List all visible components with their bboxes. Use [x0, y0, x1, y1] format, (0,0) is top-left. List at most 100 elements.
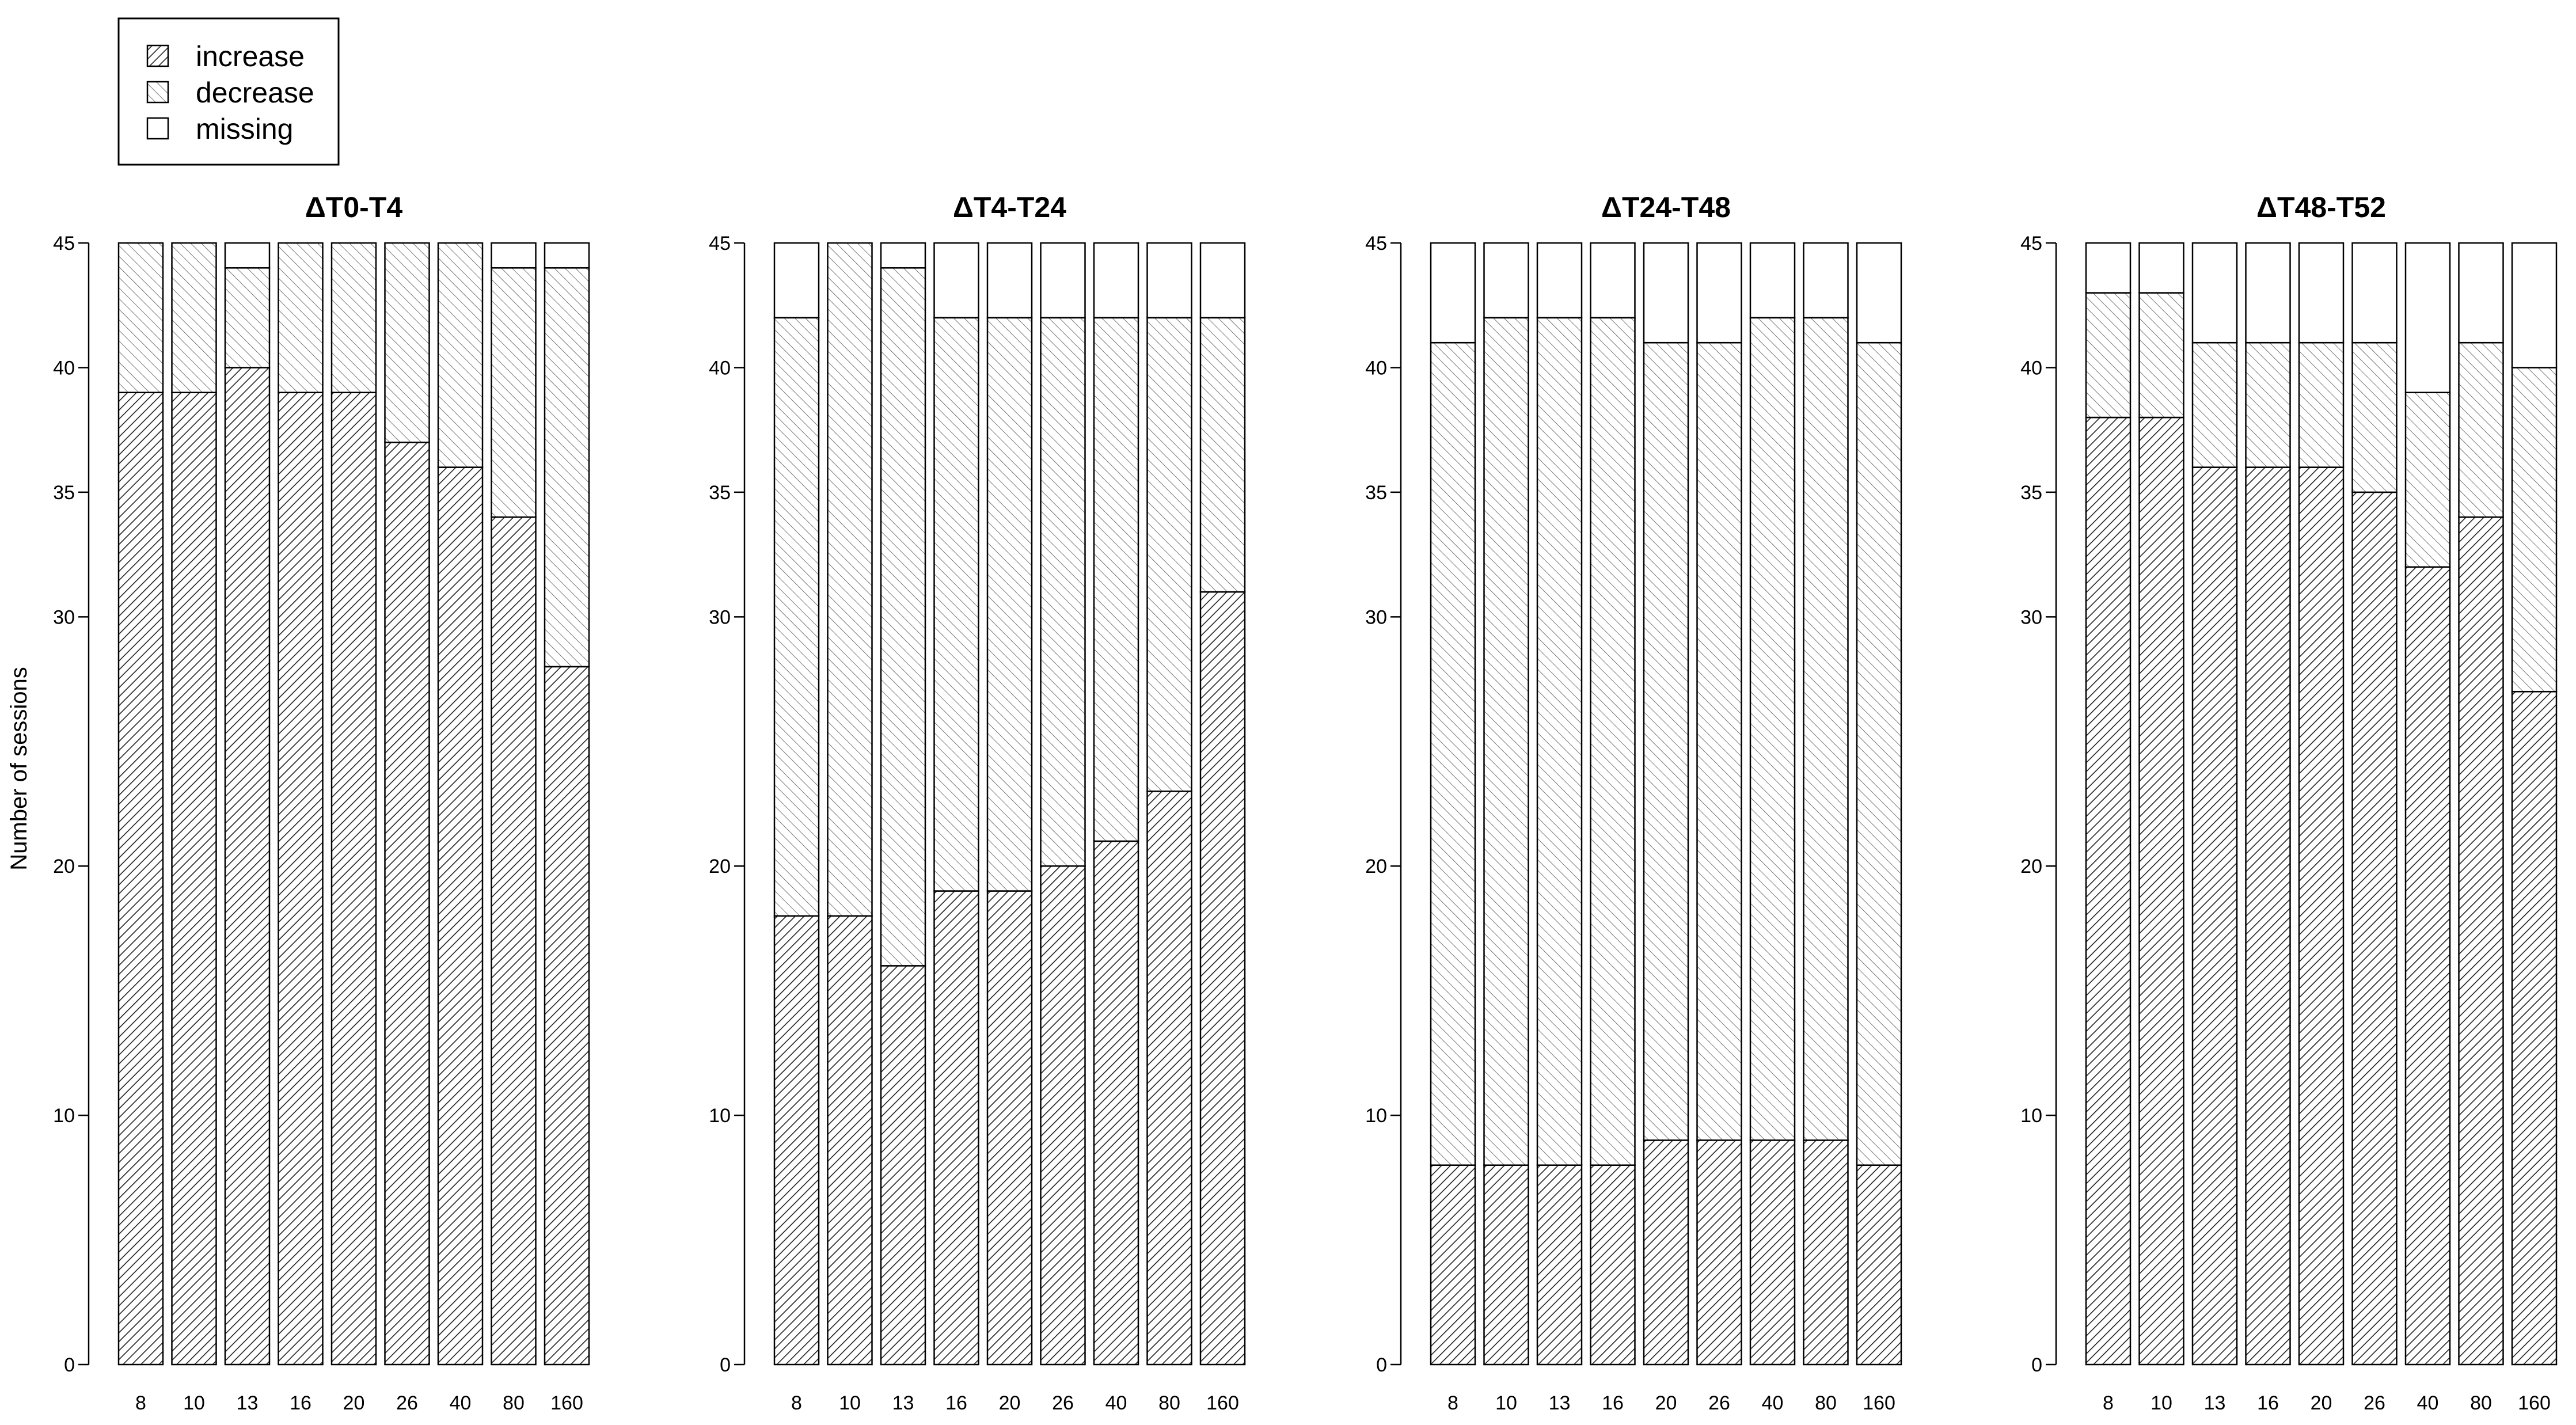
bar-segment-increase [2511, 690, 2558, 1366]
bar-segment-missing [933, 242, 979, 319]
bar-segment-missing [1483, 242, 1529, 319]
x-tick-label: 16 [945, 1392, 967, 1414]
bar-segment-missing [491, 242, 537, 269]
bar-segment-decrease [2511, 367, 2558, 693]
x-tick-label: 8 [1447, 1392, 1458, 1414]
bar-segment-missing [773, 242, 820, 319]
legend-swatch-decrease [146, 81, 169, 104]
y-tick-label: 20 [1365, 856, 1387, 877]
bar-segment-decrease [933, 317, 979, 892]
x-tick-label: 26 [2364, 1392, 2385, 1414]
x-tick-label: 10 [2151, 1392, 2172, 1414]
bar-segment-missing [1536, 242, 1583, 319]
bar-segment-decrease [117, 242, 164, 393]
bar-segment-decrease [1643, 341, 1689, 1141]
bar-segment-missing [1643, 242, 1689, 344]
y-tick-label: 40 [53, 357, 75, 379]
bar-segment-increase [1856, 1164, 1902, 1366]
bar-segment-increase [2404, 566, 2451, 1366]
bar-segment-missing [2138, 242, 2184, 294]
chart-panel-4: ΔT48-T52 0 10 20 30 35 40 45 8 10 13 16 20 26 40 80 160 [2020, 191, 2558, 1414]
bar-segment-missing [986, 242, 1033, 319]
bar-segment-decrease [1696, 341, 1742, 1141]
y-tick-label: 45 [1365, 233, 1387, 254]
bar-segment-decrease [1093, 317, 1139, 842]
bar-segment-missing [1040, 242, 1086, 319]
bar-segment-increase [773, 915, 820, 1366]
bar-segment-missing [2245, 242, 2291, 344]
bar-segment-increase [1696, 1139, 1742, 1366]
x-tick-label: 20 [343, 1392, 365, 1414]
bar-segment-missing [2191, 242, 2238, 344]
bar-segment-decrease [1803, 317, 1849, 1141]
panel-title: ΔT0-T4 [305, 191, 402, 223]
x-tick-label: 26 [396, 1392, 418, 1414]
bar-segment-missing [1590, 242, 1636, 319]
y-tick-label: 40 [2020, 357, 2042, 379]
y-tick-label: 0 [64, 1354, 75, 1376]
chart-panel-2: ΔT4-T24 0 10 20 30 35 40 45 8 10 13 16 20 26 40 80 160 [709, 191, 1246, 1414]
bar-segment-increase [880, 965, 926, 1366]
bar-segment-missing [1803, 242, 1849, 319]
chart-panels: ΔT0-T4 0 10 20 30 35 40 45 8 10 13 16 20 26 40 80 160 ΔT4… [53, 191, 2558, 1414]
bar-segment-missing [1146, 242, 1192, 319]
y-tick-label: 30 [2020, 606, 2042, 628]
bar-segment-increase [2191, 466, 2238, 1366]
bar-segment-increase [437, 466, 484, 1366]
x-tick-label: 40 [1762, 1392, 1784, 1414]
x-tick-label: 26 [1052, 1392, 1074, 1414]
y-tick-label: 10 [709, 1105, 731, 1127]
panel-title: ΔT4-T24 [953, 191, 1066, 223]
y-tick-label: 45 [709, 233, 731, 254]
x-tick-label: 160 [1206, 1392, 1239, 1414]
bar-segment-decrease [1430, 341, 1476, 1166]
bar-segment-decrease [330, 242, 377, 393]
bar-segment-missing [2511, 242, 2558, 368]
bar-segment-missing [2085, 242, 2132, 294]
y-tick-label: 35 [1365, 482, 1387, 504]
bar-segment-decrease [773, 317, 820, 917]
bar-segment-decrease [2138, 292, 2184, 419]
x-tick-label: 40 [450, 1392, 472, 1414]
bar-segment-increase [2245, 466, 2291, 1366]
bar-segment-increase [2138, 416, 2184, 1366]
bar-segment-decrease [278, 242, 324, 393]
y-tick-label: 35 [2020, 482, 2042, 504]
bar-segment-decrease [1040, 317, 1086, 867]
x-tick-label: 13 [892, 1392, 914, 1414]
x-tick-label: 13 [2204, 1392, 2226, 1414]
bar-segment-decrease [2404, 392, 2451, 568]
y-tick-label: 40 [709, 357, 731, 379]
bar-segment-increase [2458, 516, 2504, 1366]
bar-segment-increase [1199, 591, 1246, 1366]
bar-segment-decrease [2191, 341, 2238, 468]
bar-segment-decrease [880, 267, 926, 967]
bar-segment-missing [1749, 242, 1796, 319]
bar-segment-increase [330, 392, 377, 1366]
bar-segment-decrease [1536, 317, 1583, 1166]
bar-segment-increase [544, 666, 590, 1366]
bar-segment-increase [1590, 1164, 1636, 1366]
bar-segment-decrease [1483, 317, 1529, 1166]
x-tick-label: 80 [1158, 1392, 1180, 1414]
y-tick-label: 0 [720, 1354, 731, 1376]
x-tick-label: 20 [1655, 1392, 1677, 1414]
x-tick-label: 40 [1105, 1392, 1127, 1414]
legend-label: increase [196, 40, 305, 73]
bar-segment-increase [224, 367, 271, 1366]
y-tick-label: 10 [53, 1105, 75, 1127]
y-tick-label: 0 [1376, 1354, 1387, 1376]
bar-segment-missing [1856, 242, 1902, 344]
x-tick-label: 10 [183, 1392, 205, 1414]
y-tick-label: 30 [709, 606, 731, 628]
bar-segment-missing [544, 242, 590, 269]
bar-segment-increase [1430, 1164, 1476, 1366]
bar-segment-increase [933, 890, 979, 1366]
bar-segment-missing [224, 242, 271, 269]
bar-segment-increase [2085, 416, 2132, 1366]
bar-segment-increase [1803, 1139, 1849, 1366]
bar-segment-missing [2298, 242, 2345, 344]
x-tick-label: 160 [1863, 1392, 1895, 1414]
bar-segment-decrease [1856, 341, 1902, 1166]
bar-segment-decrease [437, 242, 484, 468]
